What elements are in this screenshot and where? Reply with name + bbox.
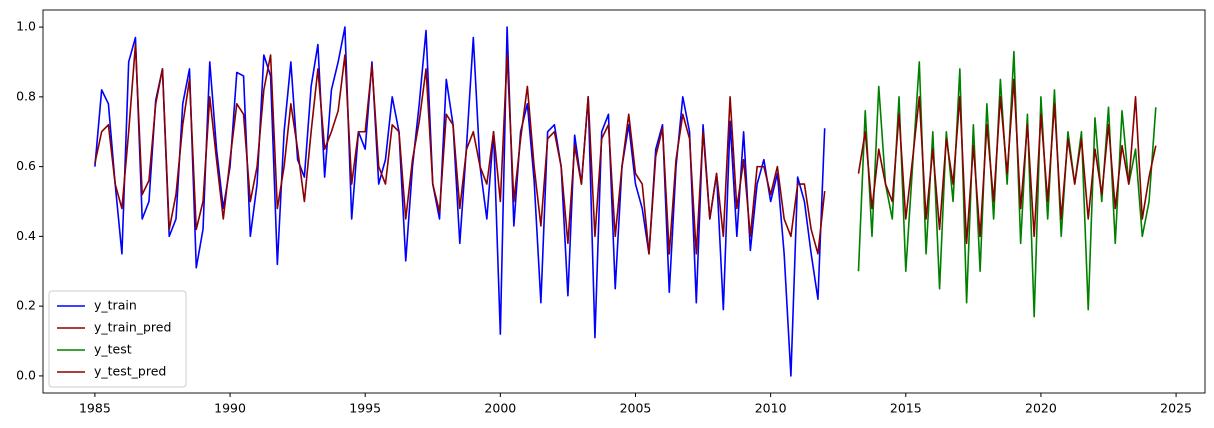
y-tick-label: 1.0 <box>16 19 36 34</box>
x-tick-label: 2005 <box>620 401 652 416</box>
series-line <box>94 43 826 255</box>
legend-label: y_test <box>94 342 132 357</box>
y-tick-label: 0.0 <box>16 367 36 382</box>
legend-label: y_test_pred <box>94 364 166 379</box>
x-tick-label: 2010 <box>755 401 787 416</box>
y-tick-label: 0.8 <box>16 88 36 103</box>
y-tick-label: 0.2 <box>16 298 36 313</box>
legend-label: y_train_pred <box>94 320 171 335</box>
series-line <box>857 50 1157 318</box>
x-tick-label: 2020 <box>1025 401 1057 416</box>
x-tick-label: 2025 <box>1160 401 1192 416</box>
x-tick-label: 1995 <box>349 401 381 416</box>
legend-box <box>48 290 187 388</box>
series-line <box>94 26 826 377</box>
y-tick-label: 0.6 <box>16 158 36 173</box>
legend-label: y_train <box>94 298 137 313</box>
plot-frame <box>42 9 1206 394</box>
x-tick-label: 2000 <box>484 401 516 416</box>
x-tick-label: 2015 <box>890 401 922 416</box>
series-line <box>857 78 1157 245</box>
x-tick-label: 1990 <box>214 401 246 416</box>
y-tick-label: 0.4 <box>16 228 36 243</box>
x-tick-label: 1985 <box>79 401 111 416</box>
